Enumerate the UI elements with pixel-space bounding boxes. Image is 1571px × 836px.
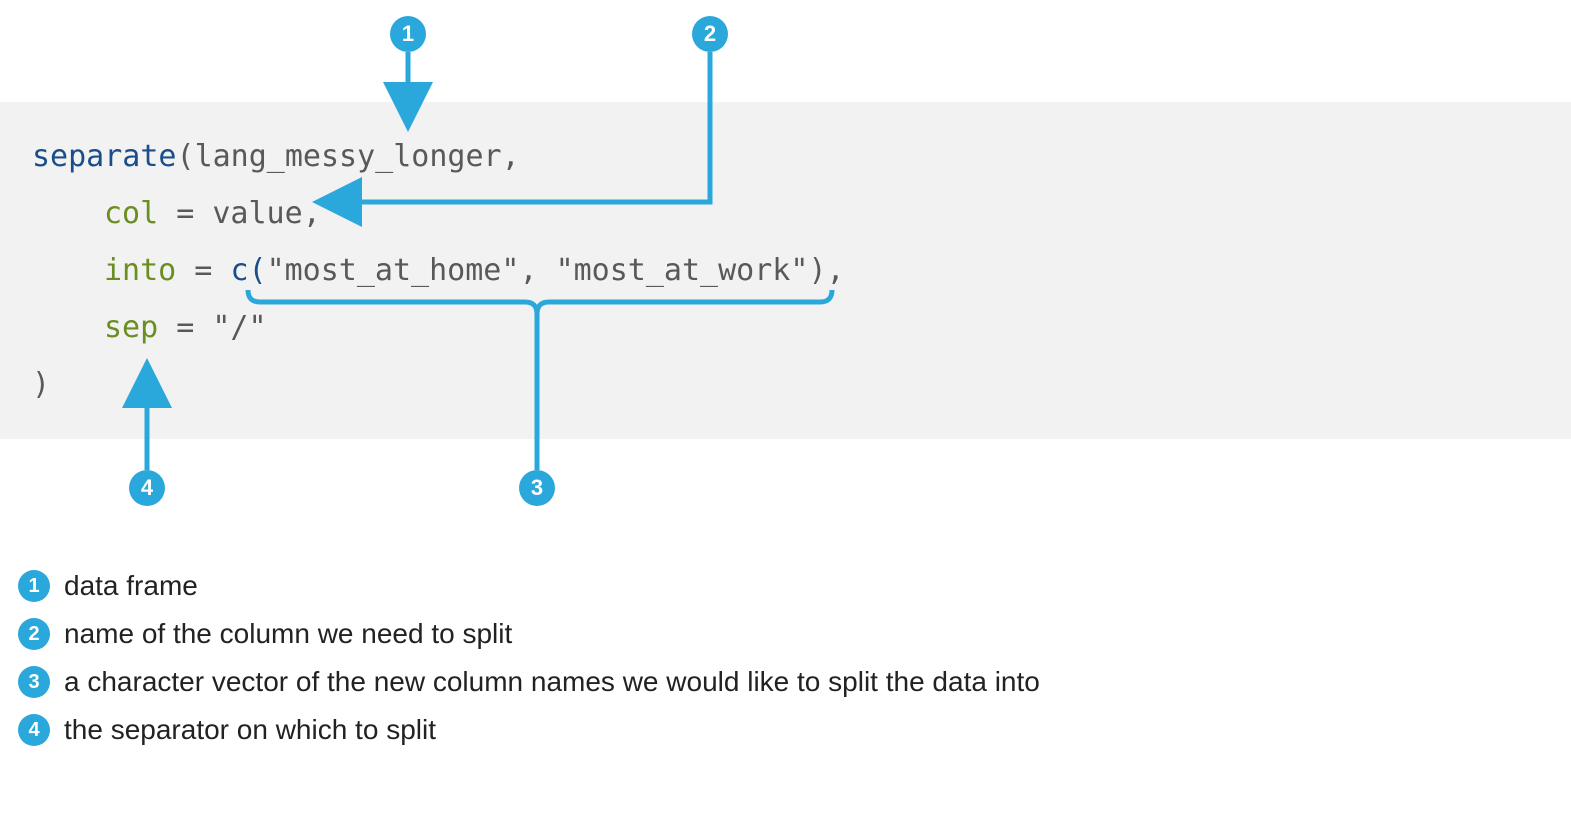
into-arg-name: into — [104, 253, 176, 288]
eq: = — [158, 310, 212, 345]
badge-4-label: 4 — [141, 475, 153, 501]
into-string-1: "most_at_home" — [267, 253, 520, 288]
code-line-3: into = c("most_at_home", "most_at_work")… — [32, 242, 1539, 299]
code-line-5: ) — [32, 356, 1539, 413]
legend-text-3: a character vector of the new column nam… — [64, 666, 1040, 698]
badge-1: 1 — [390, 16, 426, 52]
code-line-2: col = value, — [32, 185, 1539, 242]
badge-4: 4 — [129, 470, 165, 506]
function-name: separate — [32, 139, 177, 174]
badge-3: 3 — [519, 470, 555, 506]
into-string-2: "most_at_work" — [556, 253, 809, 288]
legend-badge-3: 3 — [18, 666, 50, 698]
open-paren: ( — [177, 139, 195, 174]
legend-text-1: data frame — [64, 570, 198, 602]
legend-badge-2: 2 — [18, 618, 50, 650]
badge-2-label: 2 — [704, 21, 716, 47]
eq: = — [176, 253, 230, 288]
comma: , — [827, 253, 845, 288]
code-block: separate(lang_messy_longer, col = value,… — [0, 102, 1571, 439]
col-arg-name: col — [104, 196, 158, 231]
close-paren: ) — [32, 367, 50, 402]
sep-arg-name: sep — [104, 310, 158, 345]
eq: = — [158, 196, 212, 231]
legend-badge-4: 4 — [18, 714, 50, 746]
data-frame-arg: lang_messy_longer — [195, 139, 502, 174]
comma: , — [502, 139, 520, 174]
badge-2: 2 — [692, 16, 728, 52]
code-line-4: sep = "/" — [32, 299, 1539, 356]
col-value: value — [212, 196, 302, 231]
legend: 1 data frame 2 name of the column we nee… — [18, 570, 1040, 762]
legend-row-4: 4 the separator on which to split — [18, 714, 1040, 746]
legend-row-3: 3 a character vector of the new column n… — [18, 666, 1040, 698]
badge-3-label: 3 — [531, 475, 543, 501]
comma: , — [303, 196, 321, 231]
legend-row-1: 1 data frame — [18, 570, 1040, 602]
code-line-1: separate(lang_messy_longer, — [32, 128, 1539, 185]
legend-text-2: name of the column we need to split — [64, 618, 512, 650]
legend-badge-1: 1 — [18, 570, 50, 602]
legend-text-4: the separator on which to split — [64, 714, 436, 746]
into-comma: , — [519, 253, 555, 288]
legend-row-2: 2 name of the column we need to split — [18, 618, 1040, 650]
c-close: ) — [808, 253, 826, 288]
badge-1-label: 1 — [402, 21, 414, 47]
sep-value: "/" — [212, 310, 266, 345]
c-open: c( — [230, 253, 266, 288]
